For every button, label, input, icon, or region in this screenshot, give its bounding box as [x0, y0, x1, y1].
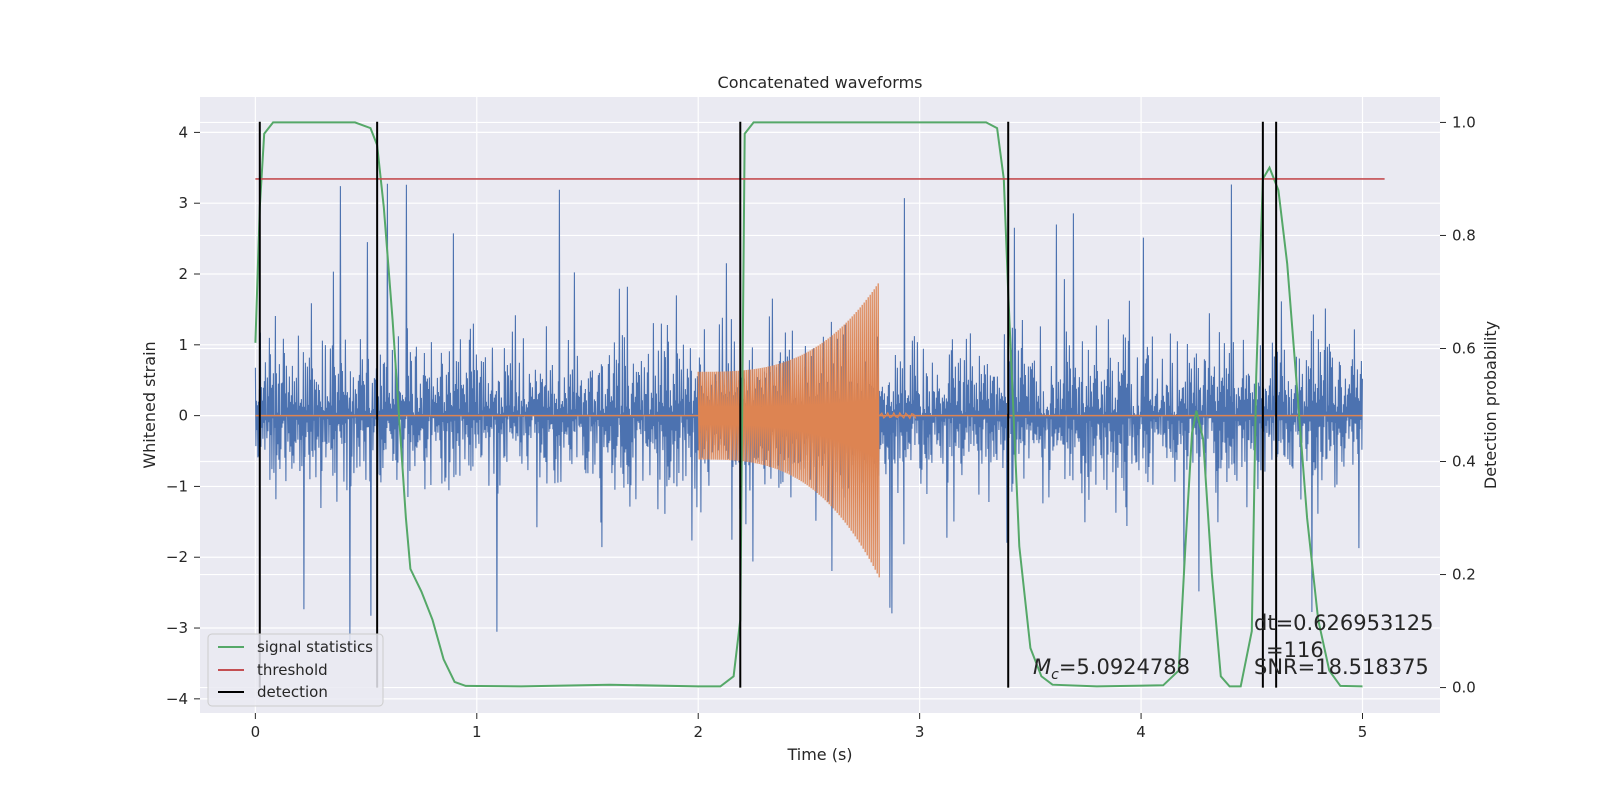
legend-label-threshold: threshold: [257, 661, 328, 679]
waveform-chirp-line: [697, 283, 880, 578]
legend-label-detection: detection: [257, 683, 328, 701]
dt-annotation-continued: =116: [1266, 638, 1324, 662]
y-axis-left: −4 −3 −2 −1 0 1 2 3 4: [166, 123, 200, 708]
legend: signal statistics threshold detection: [207, 633, 384, 707]
y-left-tick-label: 2: [178, 265, 188, 283]
y-axis-left-label: Whitened strain: [140, 341, 159, 468]
snr-annotation: SNR=18.518375: [1254, 655, 1429, 679]
y-left-tick-label: −1: [166, 477, 188, 495]
y-right-tick-label: 0.4: [1452, 453, 1476, 471]
y-left-tick-label: 3: [178, 194, 188, 212]
y-right-tick-label: 0.6: [1452, 339, 1476, 357]
y-left-tick-label: −4: [166, 690, 188, 708]
x-axis-label: Time (s): [786, 745, 852, 764]
x-tick-label: 5: [1358, 723, 1368, 741]
y-axis-right-label: Detection probability: [1481, 321, 1500, 489]
series-layer: [254, 121, 1385, 688]
x-tick-label: 3: [915, 723, 925, 741]
waveform-ringdown-line: [879, 411, 917, 420]
y-left-tick-label: −3: [166, 619, 188, 637]
y-left-tick-label: 0: [178, 407, 188, 425]
legend-label-signal-statistics: signal statistics: [257, 638, 373, 656]
signal-statistics-line: [254, 121, 1363, 688]
chirp-mass-value: =5.0924788: [1059, 655, 1190, 679]
y-right-tick-label: 0.8: [1452, 226, 1476, 244]
chirp-mass-annotation: Mc=5.0924788: [1033, 655, 1190, 683]
y-left-tick-label: 4: [178, 123, 188, 141]
chart-title: Concatenated waveforms: [718, 73, 923, 92]
legend-box: [207, 633, 384, 707]
y-axis-right: 0.0 0.2 0.4 0.6 0.8 1.0: [1440, 113, 1476, 697]
annotations: Mc=5.0924788 dt=0.626953125 =116 SNR=18.…: [1033, 611, 1433, 683]
y-right-tick-label: 1.0: [1452, 113, 1476, 131]
y-right-tick-label: 0.2: [1452, 566, 1476, 584]
dt-annotation: dt=0.626953125: [1254, 611, 1433, 635]
x-axis: 0 1 2 3 4 5: [251, 713, 1368, 741]
x-tick-label: 4: [1136, 723, 1146, 741]
chirp-mass-symbol: M: [1033, 655, 1051, 679]
y-left-tick-label: −2: [166, 548, 188, 566]
detections-layer: [258, 121, 1278, 688]
x-tick-label: 2: [693, 723, 703, 741]
x-tick-label: 0: [251, 723, 261, 741]
y-right-tick-label: 0.0: [1452, 679, 1476, 697]
x-tick-label: 1: [472, 723, 482, 741]
chirp-mass-subscript: c: [1051, 667, 1059, 683]
y-left-tick-label: 1: [178, 336, 188, 354]
